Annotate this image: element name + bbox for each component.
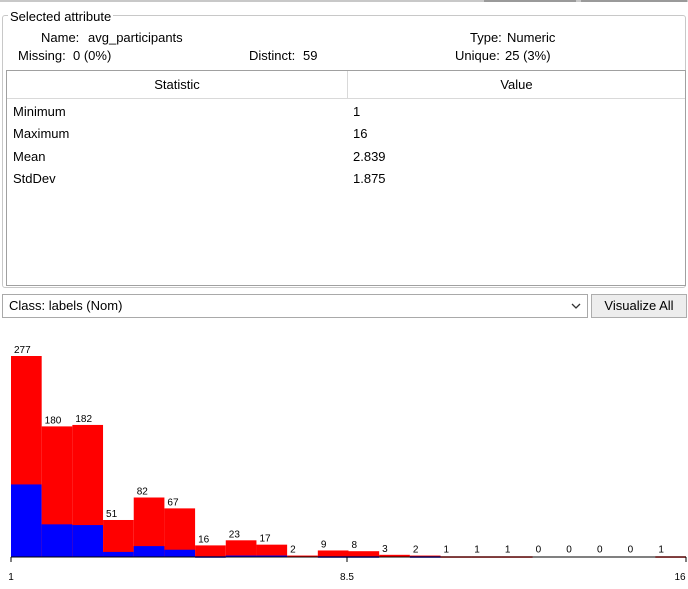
histogram-bar-class-red <box>164 508 196 557</box>
histogram-bar-class-red <box>103 519 134 557</box>
distinct-label: Distinct: <box>249 48 296 63</box>
bin-count-label: 277 <box>14 345 31 356</box>
selected-attribute-legend: Selected attribute <box>8 9 114 24</box>
table-row-value[interactable]: 1 <box>353 104 361 119</box>
bin-count-label: 1 <box>444 545 450 556</box>
table-row-value[interactable]: 16 <box>353 126 368 141</box>
chevron-down-icon <box>571 303 581 309</box>
bin-count-label: 1 <box>474 545 480 556</box>
histogram-bar-class-blue <box>72 525 104 557</box>
bin-count-label: 182 <box>75 414 92 425</box>
x-tick-label: 16 <box>674 572 686 583</box>
missing-label: Missing: <box>18 48 66 63</box>
unique-label: Unique: <box>455 48 500 63</box>
bin-count-label: 17 <box>259 534 271 545</box>
class-select[interactable]: Class: labels (Nom) <box>2 294 588 318</box>
top-border <box>0 0 688 2</box>
histogram-bar-class-blue <box>164 549 196 557</box>
bin-count-label: 0 <box>597 545 603 556</box>
type-label: Type: <box>470 30 502 45</box>
bin-count-label: 51 <box>106 509 118 520</box>
missing-value: 0 (0%) <box>73 48 112 63</box>
name-value: avg_participants <box>88 30 183 45</box>
histogram-bar-class-blue <box>256 555 288 558</box>
table-row-statistic[interactable]: Minimum <box>13 104 66 119</box>
table-row-value[interactable]: 2.839 <box>353 149 386 164</box>
table-row-statistic[interactable]: StdDev <box>13 171 56 186</box>
histogram-bar-class-red <box>379 554 410 557</box>
bin-count-label: 2 <box>290 545 296 556</box>
bin-count-label: 0 <box>566 545 572 556</box>
class-histogram: 277 180 182 51 82 67 16 23 17 2 9 8 3 2 1 1 1 0 0 0 0 1 1 8.5… <box>8 345 687 583</box>
bin-count-label: 8 <box>352 540 358 551</box>
histogram-bar-class-blue <box>133 546 165 557</box>
unique-value: 25 (3%) <box>505 48 551 63</box>
x-tick-label: 1 <box>8 572 14 583</box>
table-row-value[interactable]: 1.875 <box>353 171 386 186</box>
histogram-bar-class-red <box>225 540 257 557</box>
value-column-header[interactable]: Value <box>500 77 533 92</box>
histogram-bar-class-blue <box>225 555 257 558</box>
bin-count-label: 2 <box>413 545 419 556</box>
histogram-bar-class-blue <box>41 524 73 557</box>
histogram-bar-class-red <box>287 555 318 558</box>
x-tick-label: 8.5 <box>340 572 354 583</box>
bin-count-label: 1 <box>658 545 664 556</box>
bin-count-label: 180 <box>45 415 62 426</box>
top-button-edge-2 <box>581 0 687 2</box>
histogram-bar-class-blue <box>103 551 134 557</box>
bin-count-label: 67 <box>167 497 179 508</box>
visualize-all-button[interactable]: Visualize All <box>591 294 687 318</box>
column-divider[interactable] <box>347 71 348 98</box>
type-value: Numeric <box>507 30 556 45</box>
table-row-statistic[interactable]: Maximum <box>13 126 70 141</box>
distinct-value: 59 <box>303 48 318 63</box>
histogram-bar-class-red <box>256 544 288 557</box>
bin-count-label: 0 <box>628 545 634 556</box>
bin-count-label: 16 <box>198 534 210 545</box>
bin-count-label: 9 <box>321 539 327 550</box>
histogram-bar-class-blue <box>11 484 42 557</box>
bin-count-label: 0 <box>536 545 542 556</box>
bin-count-label: 3 <box>382 544 388 555</box>
histogram-bar-class-red <box>195 545 226 557</box>
top-button-edge-1 <box>484 0 576 2</box>
table-header: Statistic Value <box>7 71 685 99</box>
statistic-column-header[interactable]: Statistic <box>154 77 200 92</box>
bin-count-label: 1 <box>505 545 511 556</box>
statistics-table: Statistic Value Minimum 1 Maximum 16 Mea… <box>6 70 686 286</box>
histogram-bar-class-red <box>317 550 349 557</box>
class-select-value: Class: labels (Nom) <box>9 298 123 313</box>
bin-count-label: 82 <box>137 487 149 498</box>
name-label: Name: <box>41 30 80 45</box>
histogram-bar-class-red <box>348 551 380 557</box>
bin-count-label: 23 <box>229 529 241 540</box>
table-row-statistic[interactable]: Mean <box>13 149 46 164</box>
